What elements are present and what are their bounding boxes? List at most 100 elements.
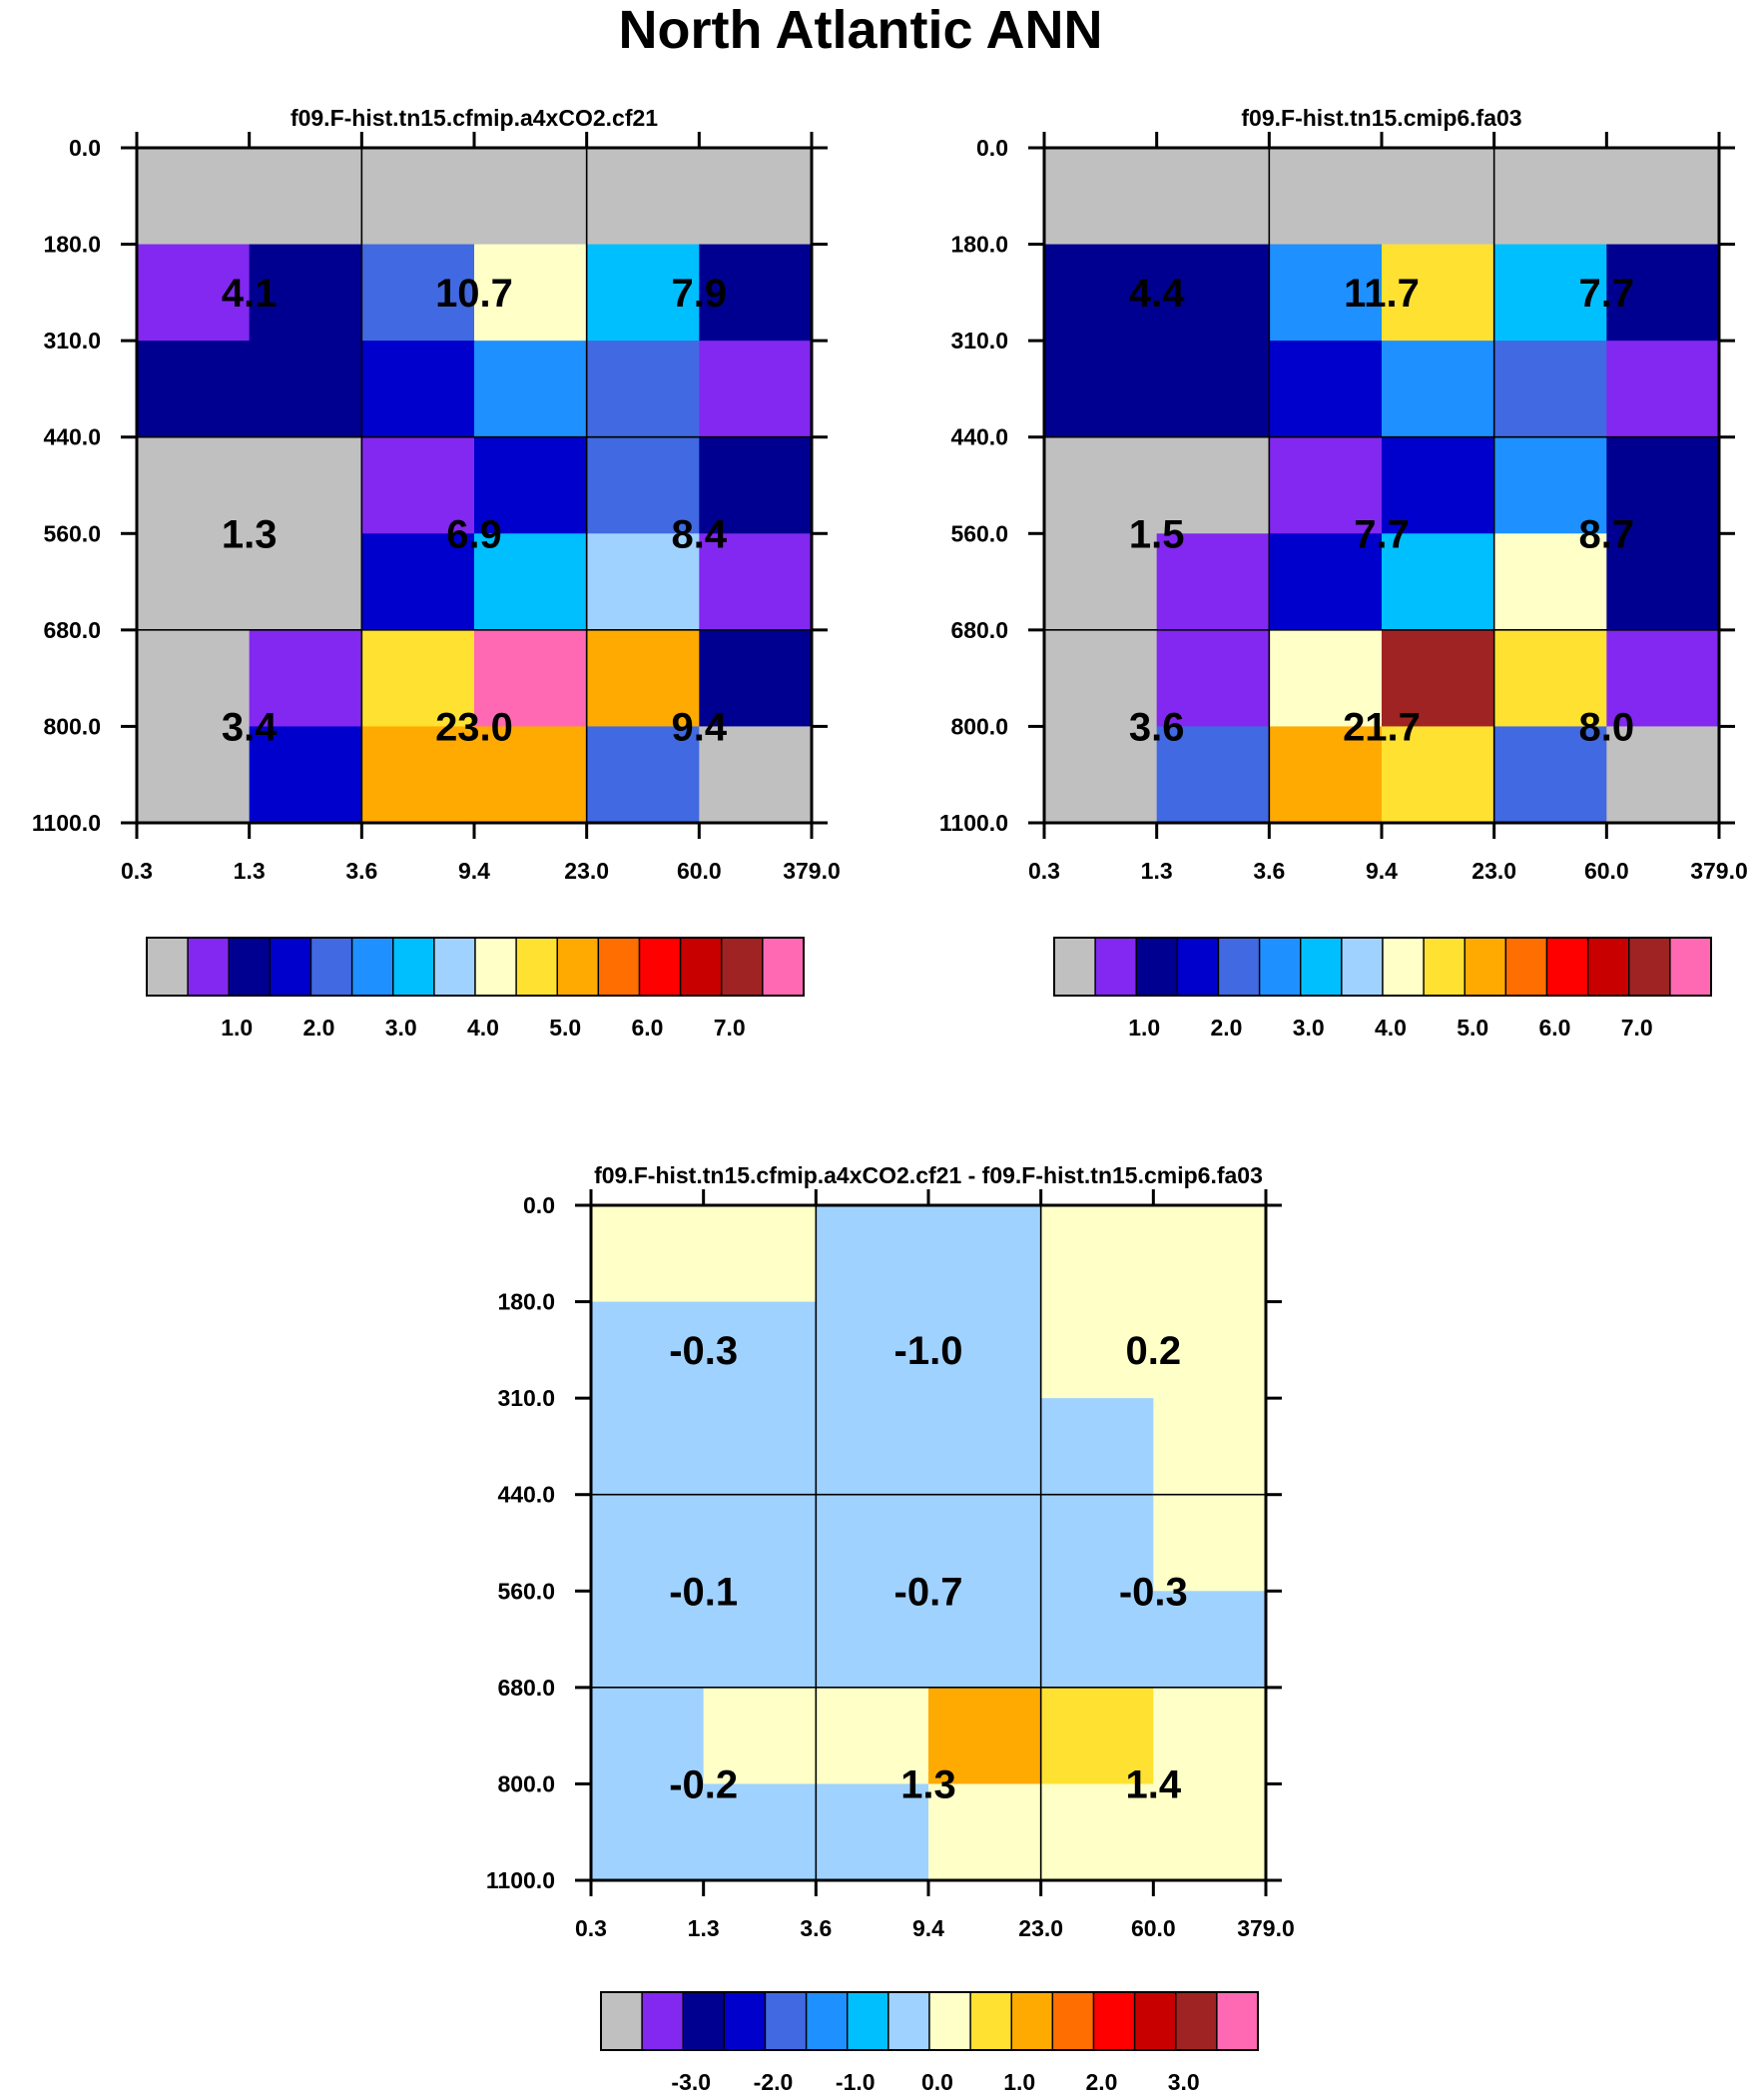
colorbar-swatch bbox=[1382, 937, 1425, 997]
heatmap-cell bbox=[703, 1398, 817, 1496]
heatmap-cell bbox=[1153, 1301, 1267, 1399]
heatmap-cell bbox=[1382, 341, 1495, 438]
heatmap-cell bbox=[1382, 629, 1495, 728]
heatmap-cell bbox=[1269, 726, 1383, 824]
colorbar-frame bbox=[600, 1991, 1259, 2051]
x-tick-label: 1.3 bbox=[234, 858, 266, 884]
colorbar-swatch bbox=[641, 1991, 684, 2051]
heatmap-cell bbox=[703, 1301, 817, 1399]
colorbar-label: -2.0 bbox=[754, 2069, 794, 2095]
heatmap-cell bbox=[1040, 1205, 1154, 1303]
heatmap-cell bbox=[699, 436, 813, 534]
colorbar-swatch bbox=[847, 1991, 889, 2051]
x-tick-label: 379.0 bbox=[1237, 1915, 1295, 1941]
box-value: -1.0 bbox=[894, 1329, 963, 1373]
box-value: 4.1 bbox=[222, 272, 278, 316]
colorbar-swatch bbox=[1628, 937, 1671, 997]
heatmap-cell bbox=[1156, 629, 1270, 728]
box-value: -0.7 bbox=[894, 1570, 963, 1614]
x-tick-label: 60.0 bbox=[1131, 1915, 1176, 1941]
heatmap-cell bbox=[1040, 1301, 1154, 1399]
x-tick-label: 9.4 bbox=[458, 858, 490, 884]
colorbar-swatch bbox=[1341, 937, 1384, 997]
box-value: 1.3 bbox=[900, 1762, 956, 1806]
colorbar-swatch bbox=[1133, 1991, 1177, 2051]
y-tick-label: 440.0 bbox=[43, 424, 101, 450]
x-tick-label: 9.4 bbox=[1366, 858, 1398, 884]
colorbar-label: 3.0 bbox=[1168, 2069, 1200, 2095]
colorbar-swatch bbox=[556, 937, 600, 997]
colorbar-swatch bbox=[1216, 1991, 1259, 2051]
heatmap-cell bbox=[699, 244, 813, 342]
x-tick-label: 1.3 bbox=[1141, 858, 1173, 884]
colorbar-swatch bbox=[597, 937, 641, 997]
colorbar-label: 0.0 bbox=[921, 2069, 953, 2095]
colorbar-swatch bbox=[1217, 937, 1261, 997]
colorbar-swatch bbox=[433, 937, 476, 997]
heatmap-cell bbox=[1493, 533, 1607, 631]
colorbar-swatch bbox=[474, 937, 517, 997]
box-value: 8.0 bbox=[1579, 705, 1635, 749]
heatmap-cell bbox=[703, 1783, 817, 1881]
colorbar-swatch bbox=[1094, 937, 1137, 997]
heatmap-cell bbox=[816, 1205, 929, 1303]
y-tick-label: 1100.0 bbox=[32, 810, 101, 836]
box-value: -0.3 bbox=[1119, 1570, 1188, 1614]
heatmap-cell bbox=[1153, 1591, 1267, 1689]
heatmap-cell bbox=[1156, 341, 1270, 438]
colorbar-swatch bbox=[721, 937, 764, 997]
y-tick-label: 560.0 bbox=[950, 520, 1008, 546]
colorbar-swatch bbox=[146, 937, 189, 997]
colorbar-swatch bbox=[1464, 937, 1507, 997]
y-tick-label: 560.0 bbox=[43, 520, 101, 546]
heatmap-cell bbox=[137, 533, 251, 631]
heatmap-cell bbox=[1606, 726, 1720, 824]
colorbar-label: 5.0 bbox=[549, 1015, 581, 1041]
heatmap-cell bbox=[928, 1205, 1042, 1303]
y-tick-label: 0.0 bbox=[976, 135, 1008, 161]
box-value: 8.7 bbox=[1579, 512, 1635, 556]
heatmap-cell bbox=[137, 629, 251, 728]
heatmap-cell bbox=[1156, 244, 1270, 342]
colorbar-label: 1.0 bbox=[221, 1015, 253, 1041]
colorbar-label: 6.0 bbox=[632, 1015, 664, 1041]
heatmap-cell bbox=[1040, 1591, 1154, 1689]
x-tick-label: 0.3 bbox=[1028, 858, 1060, 884]
heatmap-cell bbox=[249, 436, 362, 534]
heatmap-cell bbox=[591, 1591, 705, 1689]
figure-title: North Atlantic ANN bbox=[619, 0, 1103, 60]
colorbar-swatch bbox=[679, 937, 723, 997]
heatmap-cell bbox=[1606, 244, 1720, 342]
x-tick-label: 379.0 bbox=[783, 858, 841, 884]
box-value: 0.2 bbox=[1126, 1329, 1182, 1373]
colorbar-swatch bbox=[1300, 937, 1343, 997]
x-tick-label: 1.3 bbox=[688, 1915, 720, 1941]
heatmap-cell bbox=[591, 1687, 705, 1785]
colorbar-swatch bbox=[309, 937, 353, 997]
box-value: 23.0 bbox=[435, 705, 513, 749]
heatmap-cell bbox=[249, 341, 362, 438]
x-tick-label: 23.0 bbox=[1018, 1915, 1063, 1941]
panel-difference: f09.F-hist.tn15.cfmip.a4xCO2.cf21 - f09.… bbox=[486, 1162, 1295, 2095]
y-tick-label: 800.0 bbox=[43, 713, 101, 739]
heatmap-cell bbox=[361, 533, 475, 631]
heatmap-cell bbox=[591, 1205, 705, 1303]
heatmap-cell bbox=[1269, 629, 1383, 728]
heatmap-cell bbox=[699, 533, 813, 631]
heatmap-cell bbox=[1044, 244, 1158, 342]
heatmap-cell bbox=[1382, 148, 1495, 246]
x-tick-label: 3.6 bbox=[1253, 858, 1285, 884]
colorbar-label: 6.0 bbox=[1539, 1015, 1571, 1041]
heatmap-cell bbox=[699, 726, 813, 824]
heatmap-cell bbox=[1040, 1494, 1154, 1592]
colorbar-swatch bbox=[1135, 937, 1179, 997]
y-tick-label: 800.0 bbox=[497, 1770, 555, 1796]
box-value: 21.7 bbox=[1343, 705, 1421, 749]
colorbar-swatch bbox=[887, 1991, 930, 2051]
heatmap-cell bbox=[1044, 533, 1158, 631]
heatmap-cell bbox=[928, 1783, 1042, 1881]
box-value: 7.7 bbox=[1579, 272, 1635, 316]
heatmap-cell bbox=[1269, 148, 1383, 246]
x-tick-label: 0.3 bbox=[575, 1915, 607, 1941]
heatmap-cell bbox=[1156, 436, 1270, 534]
